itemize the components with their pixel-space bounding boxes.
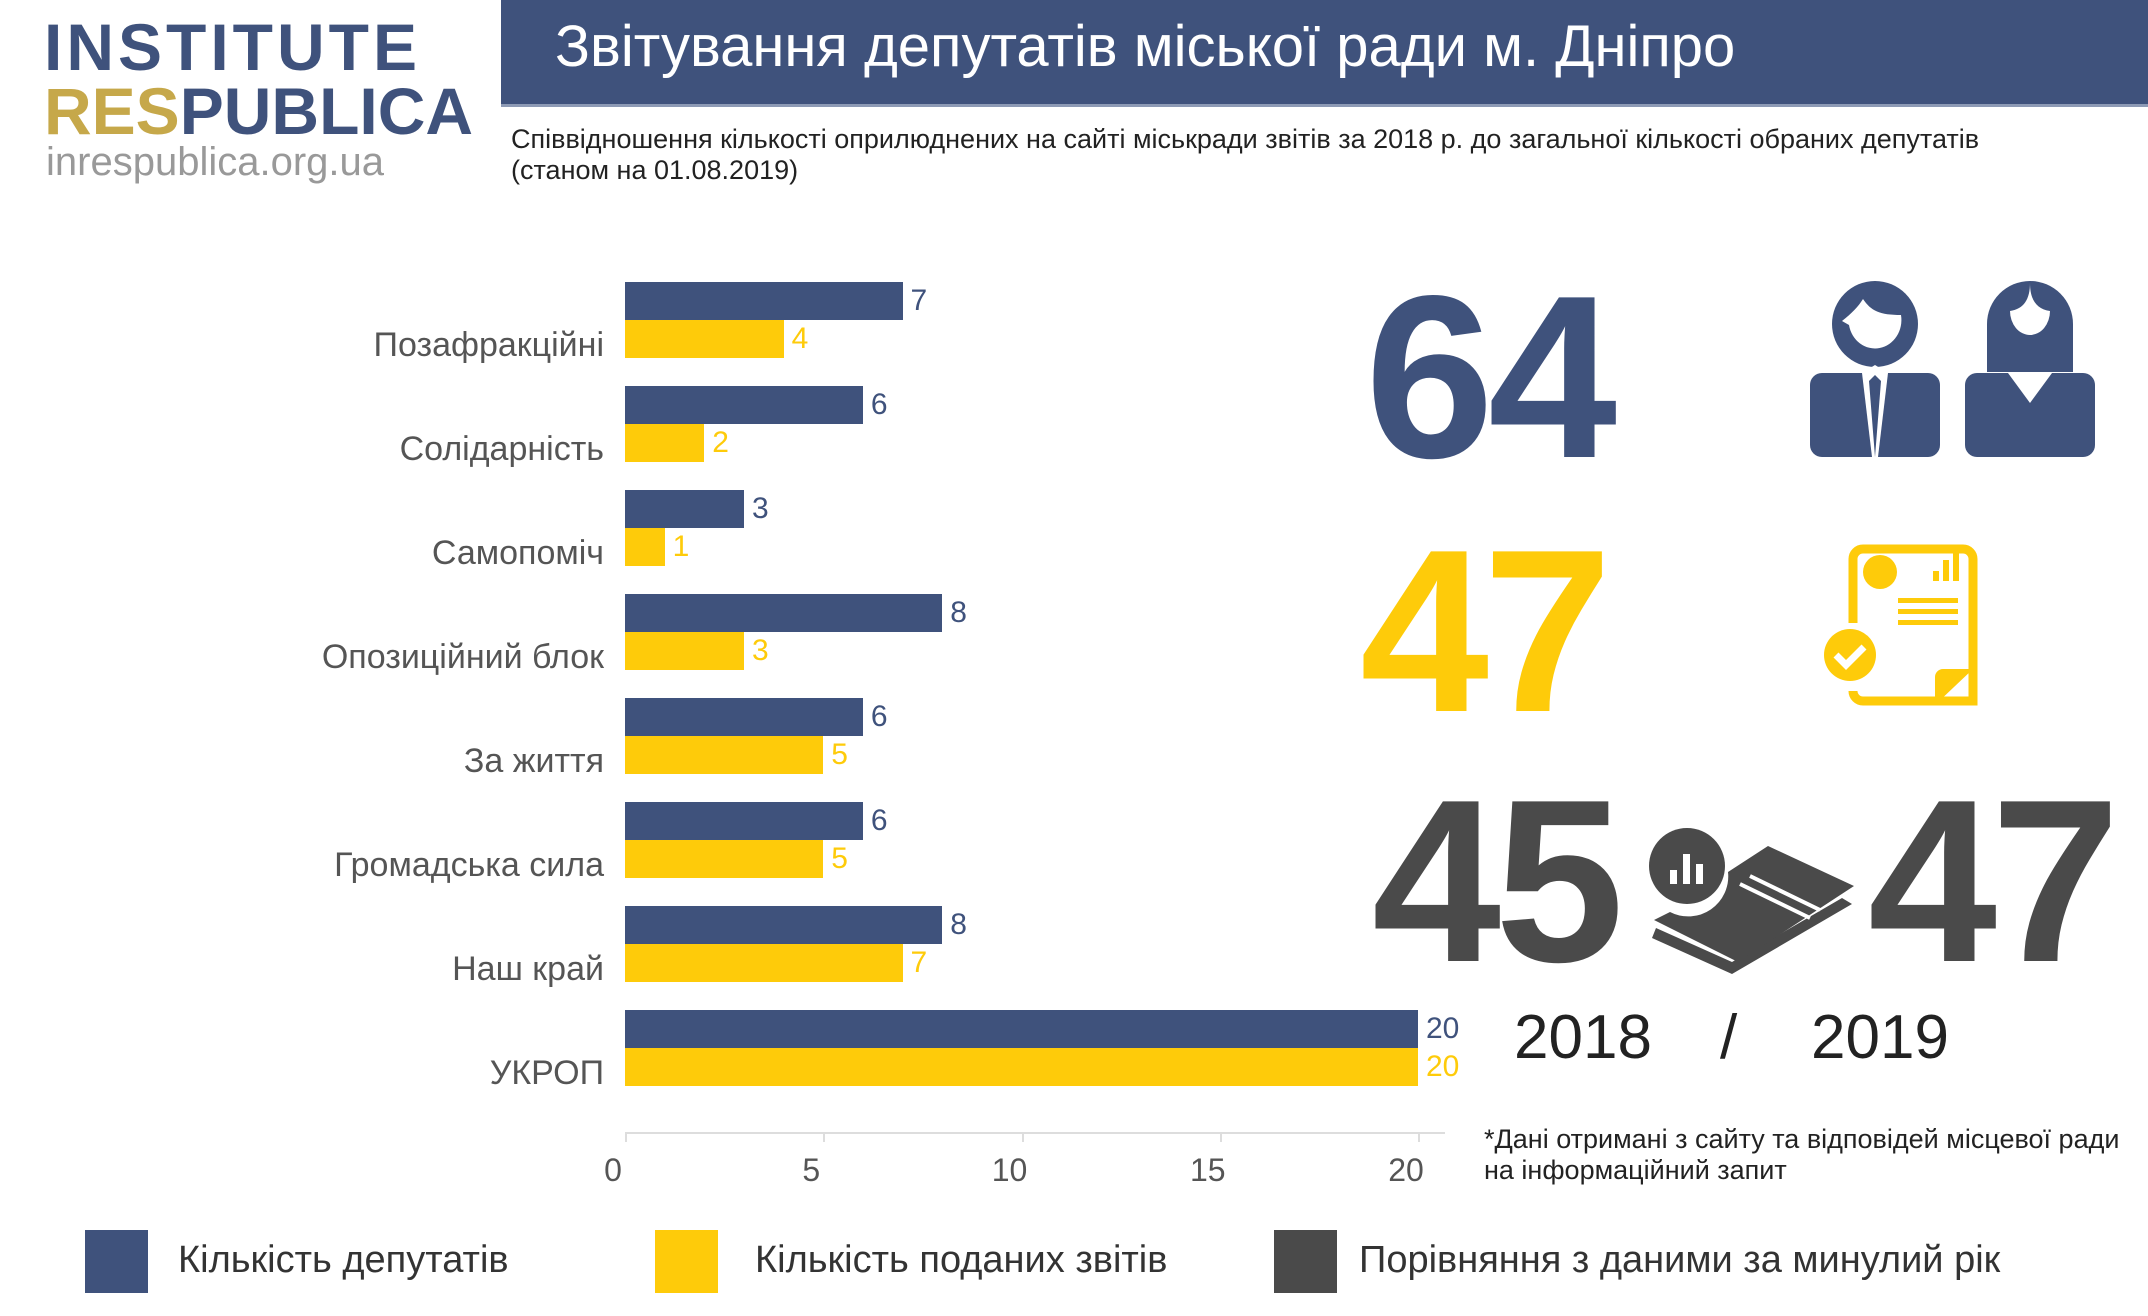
bar-reports bbox=[625, 944, 903, 982]
data-label: 7 bbox=[910, 946, 928, 979]
logo-url: inrespublica.org.ua bbox=[46, 140, 384, 184]
data-label: 6 bbox=[870, 804, 888, 837]
x-tick-mark bbox=[625, 1132, 627, 1142]
deputies-icon bbox=[1810, 281, 2095, 457]
reports-number: 47 bbox=[1360, 502, 1612, 761]
x-tick-label: 15 bbox=[1189, 1152, 1226, 1188]
category-label: За життя bbox=[463, 742, 604, 780]
bar-reports bbox=[625, 320, 784, 358]
data-label: 8 bbox=[950, 908, 967, 941]
footnote: *Дані отримані з сайту та відповідей міс… bbox=[1484, 1124, 2120, 1185]
data-label: 8 bbox=[950, 596, 967, 629]
data-label: 3 bbox=[751, 634, 769, 667]
page-title: Звітування депутатів міської ради м. Дні… bbox=[555, 14, 1736, 79]
bar-deputies bbox=[625, 282, 903, 320]
category-label: Громадська сила bbox=[334, 846, 604, 884]
x-tick-mark bbox=[823, 1132, 826, 1142]
data-label: 6 bbox=[870, 388, 888, 421]
category-label: Наш край bbox=[452, 950, 604, 988]
category-label: Опозиційний блок bbox=[321, 638, 604, 676]
category-label: Самопоміч bbox=[431, 534, 604, 572]
data-label: 20 bbox=[1426, 1012, 1460, 1045]
bar-reports bbox=[625, 1048, 1418, 1086]
data-label: 20 bbox=[1426, 1050, 1460, 1083]
x-axis-line bbox=[625, 1132, 1445, 1134]
x-tick-mark bbox=[1418, 1132, 1420, 1142]
year-separator: / bbox=[1720, 1003, 1738, 1072]
curr-year-number: 47 bbox=[1868, 752, 2120, 1011]
data-label: 3 bbox=[751, 492, 769, 525]
x-tick-label: 0 bbox=[604, 1152, 622, 1188]
bar-reports bbox=[625, 424, 705, 462]
year-2018: 2018 bbox=[1514, 1003, 1652, 1072]
bar-deputies bbox=[625, 594, 943, 632]
bar-deputies bbox=[625, 386, 863, 424]
category-label: УКРОП bbox=[489, 1054, 604, 1092]
category-label: Позафракційні bbox=[373, 326, 604, 364]
logo-res: RES bbox=[44, 74, 180, 148]
data-label: 6 bbox=[870, 700, 888, 733]
prev-year-number: 45 bbox=[1372, 752, 1624, 1011]
legend-swatch-comparison bbox=[1274, 1230, 1337, 1293]
bar-reports bbox=[625, 736, 824, 774]
report-document-icon bbox=[1824, 544, 1978, 706]
bar-deputies bbox=[625, 1010, 1418, 1048]
logo-respublica: RESPUBLICA bbox=[44, 78, 473, 144]
data-label: 7 bbox=[910, 284, 928, 317]
total-deputies-number: 64 bbox=[1365, 248, 1617, 507]
year-2019: 2019 bbox=[1811, 1003, 1949, 1072]
bar-deputies bbox=[625, 802, 863, 840]
legend-label-comparison: Порівняння з даними за минулий рік bbox=[1359, 1239, 2001, 1281]
legend-label-deputies: Кількість депутатів bbox=[178, 1239, 509, 1281]
x-tick-mark bbox=[1219, 1132, 1222, 1142]
newspaper-chart-icon bbox=[1649, 828, 1854, 974]
x-tick-label: 5 bbox=[802, 1152, 821, 1188]
logo-publica: PUBLICA bbox=[179, 74, 474, 148]
logo-institute: INSTITUTE bbox=[44, 10, 421, 84]
bar-deputies bbox=[625, 698, 863, 736]
legend-swatch-deputies bbox=[85, 1230, 148, 1293]
subtitle: Співвідношення кількості оприлюднених на… bbox=[511, 124, 1980, 185]
data-label: 4 bbox=[791, 322, 809, 355]
category-label: Солідарність bbox=[399, 430, 604, 468]
data-label: 5 bbox=[831, 842, 848, 875]
legend-label-reports: Кількість поданих звітів bbox=[755, 1239, 1168, 1281]
data-label: 2 bbox=[712, 426, 729, 459]
bar-deputies bbox=[625, 906, 943, 944]
bar-reports bbox=[625, 840, 824, 878]
bar-reports bbox=[625, 632, 744, 670]
data-label: 5 bbox=[831, 738, 848, 771]
x-tick-label: 10 bbox=[991, 1152, 1028, 1188]
header-bar: Звітування депутатів міської ради м. Дні… bbox=[501, 0, 2148, 107]
x-tick-mark bbox=[1021, 1132, 1024, 1142]
bar-deputies bbox=[625, 490, 744, 528]
x-tick-label: 20 bbox=[1388, 1152, 1424, 1188]
bar-reports bbox=[625, 528, 665, 566]
legend-swatch-reports bbox=[655, 1230, 718, 1293]
data-label: 1 bbox=[672, 530, 690, 563]
